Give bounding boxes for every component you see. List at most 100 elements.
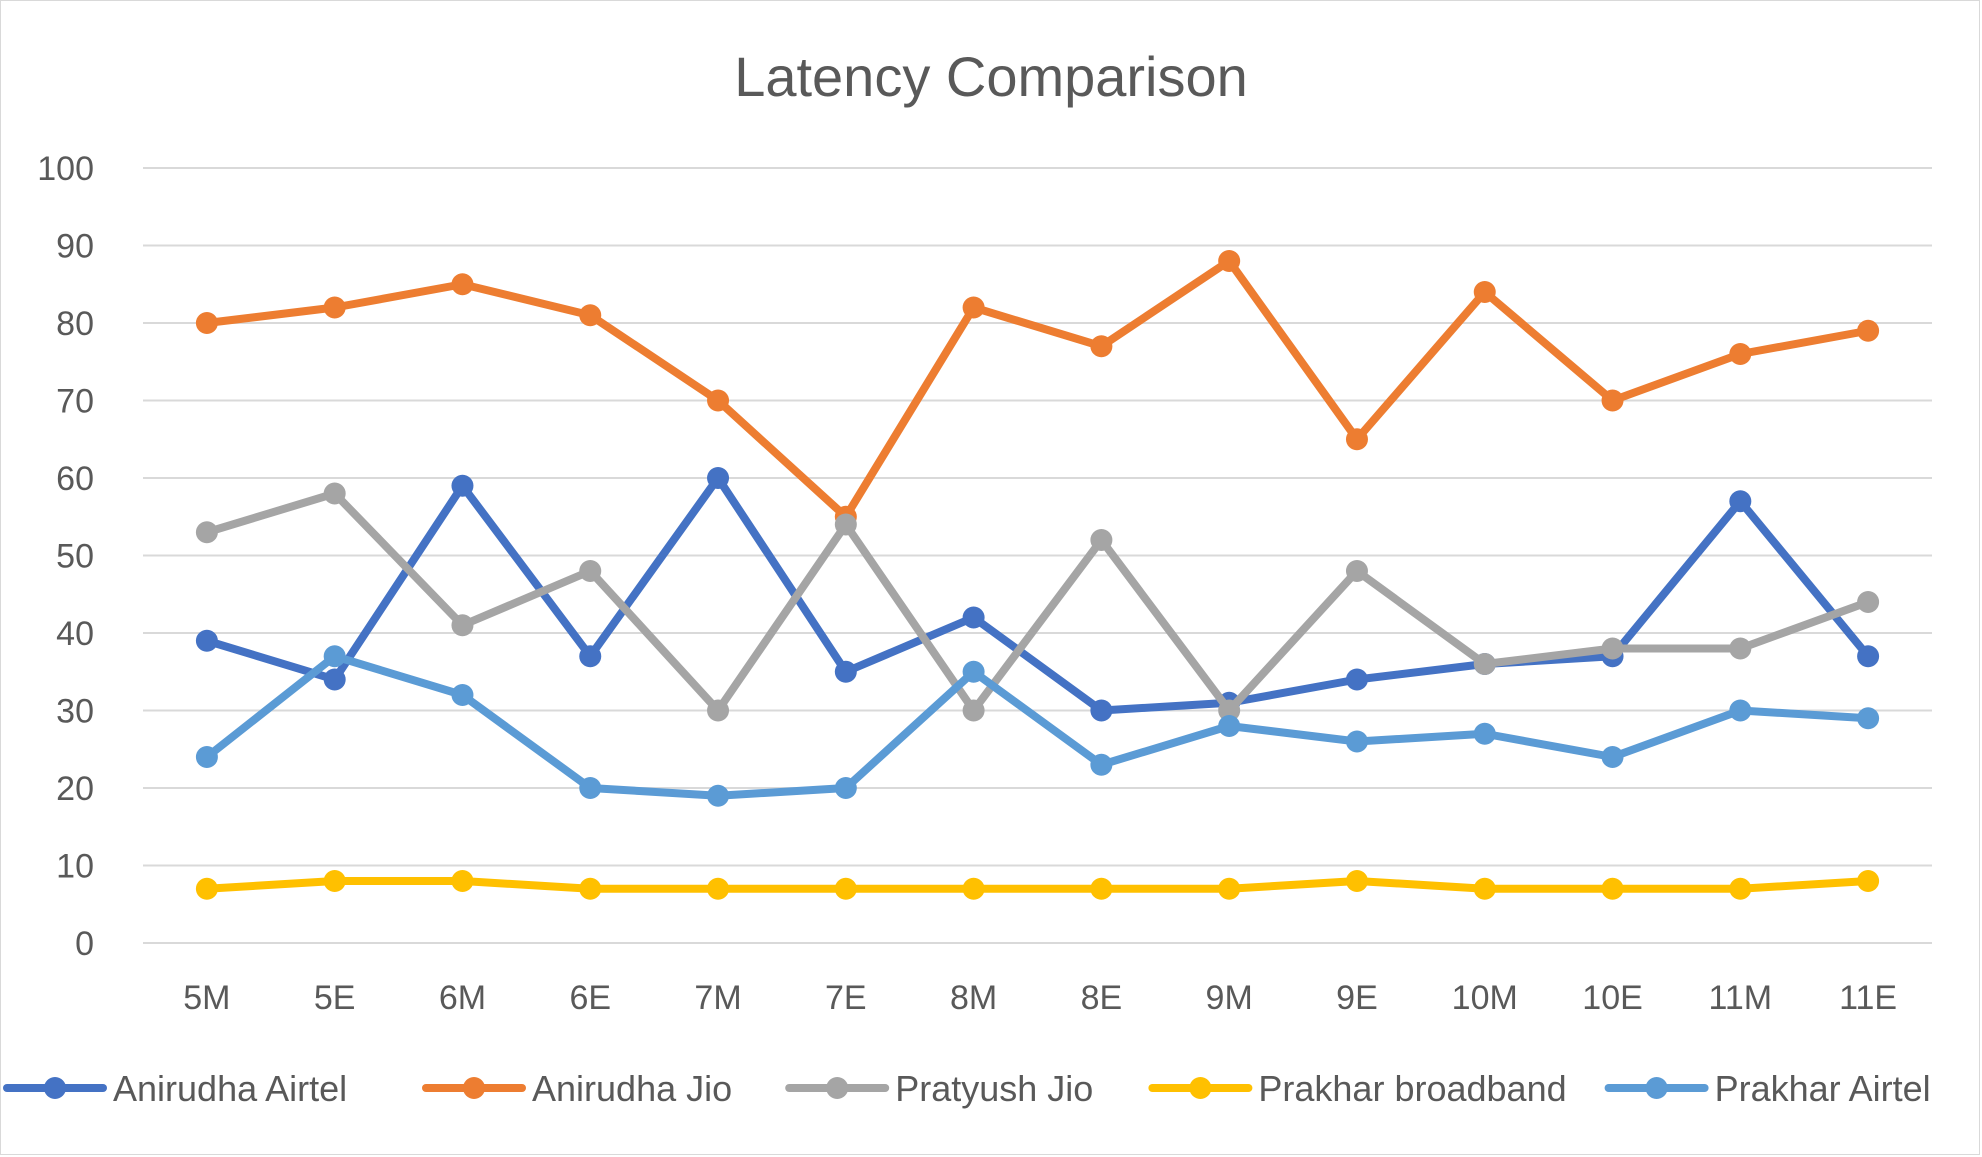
x-tick-label: 10M (1452, 979, 1518, 1017)
data-point-anirudha-jio (195, 312, 218, 334)
data-point-prakhar-broadband (1729, 877, 1752, 900)
data-point-prakhar-airtel (1090, 753, 1113, 776)
data-point-anirudha-jio (579, 304, 602, 327)
x-tick-label: 11M (1709, 979, 1773, 1017)
y-tick-label: 40 (56, 615, 94, 653)
legend-label: Anirudha Airtel (113, 1068, 347, 1109)
legend: Anirudha Airtel Anirudha Jio Pratyush Jio P… (3, 1068, 1931, 1109)
data-point-anirudha-jio (1857, 319, 1880, 342)
data-point-pratyush-jio (962, 699, 985, 722)
legend-label: Prakhar broadband (1258, 1068, 1566, 1109)
data-point-anirudha-jio (1345, 428, 1368, 451)
x-tick-label: 7M (694, 979, 741, 1017)
legend-item-anirudha-airtel: Anirudha Airtel (3, 1068, 347, 1109)
data-point-prakhar-broadband (1857, 870, 1880, 892)
data-point-prakhar-airtel (1729, 699, 1752, 722)
series-line-anirudha-airtel (202, 474, 1873, 715)
data-point-anirudha-airtel (323, 668, 346, 691)
data-point-anirudha-jio (707, 389, 730, 412)
y-tick-label: 20 (56, 770, 94, 808)
data-point-anirudha-jio (323, 296, 346, 319)
legend-label: Pratyush Jio (895, 1068, 1093, 1109)
data-point-pratyush-jio (707, 699, 730, 722)
data-point-pratyush-jio (451, 614, 474, 637)
data-point-pratyush-jio (579, 560, 602, 582)
legend-marker (826, 1077, 849, 1099)
data-point-prakhar-airtel (834, 777, 857, 799)
x-tick-label: 10E (1582, 979, 1643, 1017)
legend-marker (1189, 1077, 1212, 1099)
legend-marker (463, 1077, 485, 1099)
legend-item-prakhar-broadband: Prakhar broadband (1148, 1068, 1567, 1109)
legend-marker (44, 1077, 66, 1099)
legend-label: Prakhar Airtel (1715, 1068, 1931, 1109)
y-tick-label: 70 (56, 383, 94, 421)
series-line-prakhar-broadband (202, 877, 1873, 893)
series-lines (195, 250, 1880, 900)
data-point-anirudha-airtel (579, 645, 602, 668)
gridlines (143, 167, 1932, 944)
data-point-pratyush-jio (323, 482, 346, 505)
data-point-prakhar-broadband (1090, 877, 1113, 900)
y-tick-label: 0 (75, 925, 94, 963)
data-point-prakhar-broadband (1601, 877, 1624, 900)
data-point-anirudha-jio (1473, 281, 1496, 303)
legend-item-pratyush-jio: Pratyush Jio (785, 1068, 1093, 1109)
y-axis-tick-labels: 0 10 20 30 40 50 60 70 80 90 100 (37, 150, 94, 963)
data-point-pratyush-jio (1601, 637, 1624, 660)
data-point-anirudha-airtel (962, 606, 985, 629)
data-point-anirudha-jio (451, 273, 474, 296)
y-tick-label: 10 (56, 848, 94, 886)
chart-title: Latency Comparison (734, 45, 1248, 108)
series-pratyush-jio (195, 482, 1880, 722)
data-point-anirudha-jio (1218, 250, 1241, 272)
data-point-prakhar-broadband (707, 877, 730, 900)
legend-item-anirudha-jio: Anirudha Jio (422, 1068, 732, 1109)
x-tick-label: 8E (1081, 979, 1123, 1017)
data-point-anirudha-jio (1090, 335, 1113, 358)
data-point-anirudha-airtel (195, 629, 218, 652)
data-point-prakhar-broadband (1473, 877, 1496, 900)
data-point-prakhar-airtel (1345, 730, 1368, 753)
y-tick-label: 100 (37, 150, 94, 188)
data-point-prakhar-airtel (1473, 722, 1496, 745)
x-tick-label: 11E (1839, 979, 1897, 1017)
x-tick-label: 7E (825, 979, 867, 1017)
data-point-prakhar-airtel (962, 660, 985, 683)
data-point-prakhar-broadband (323, 870, 346, 892)
data-point-anirudha-airtel (1729, 490, 1752, 513)
y-tick-label: 80 (56, 305, 94, 343)
series-line-prakhar-airtel (202, 652, 1873, 800)
data-point-prakhar-airtel (451, 684, 474, 706)
data-point-prakhar-broadband (834, 877, 857, 900)
data-point-anirudha-airtel (1090, 699, 1113, 722)
y-tick-label: 90 (56, 228, 94, 266)
y-tick-label: 60 (56, 460, 94, 498)
data-point-anirudha-jio (1729, 343, 1752, 365)
series-prakhar-broadband (195, 870, 1880, 900)
series-line-anirudha-jio (202, 257, 1873, 521)
x-tick-label: 5E (314, 979, 356, 1017)
data-point-pratyush-jio (1345, 560, 1368, 582)
x-tick-label: 8M (950, 979, 997, 1017)
x-tick-label: 6M (439, 979, 486, 1017)
legend-marker (1645, 1077, 1668, 1099)
data-point-pratyush-jio (1729, 637, 1752, 660)
data-point-anirudha-airtel (707, 467, 730, 489)
data-point-anirudha-jio (962, 296, 985, 319)
data-point-pratyush-jio (1857, 591, 1880, 613)
data-point-prakhar-broadband (451, 870, 474, 892)
data-point-pratyush-jio (195, 521, 218, 544)
data-point-pratyush-jio (834, 513, 857, 536)
data-point-anirudha-airtel (1857, 645, 1880, 668)
data-point-pratyush-jio (1473, 653, 1496, 675)
x-tick-label: 5M (183, 979, 230, 1017)
series-anirudha-airtel (195, 467, 1880, 722)
x-tick-label: 6E (569, 979, 611, 1017)
data-point-prakhar-broadband (1218, 877, 1241, 900)
series-anirudha-jio (195, 250, 1880, 528)
x-tick-label: 9E (1336, 979, 1378, 1017)
data-point-prakhar-airtel (1601, 746, 1624, 768)
data-point-prakhar-broadband (579, 877, 602, 900)
